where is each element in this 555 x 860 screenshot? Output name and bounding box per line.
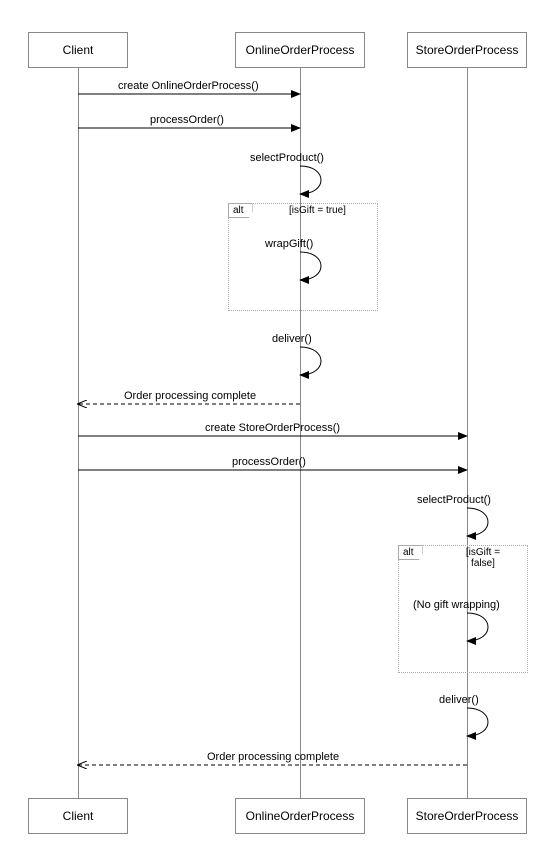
msg-select-product-1-label: selectProduct() — [250, 152, 324, 164]
participant-online-label: OnlineOrderProcess — [246, 43, 355, 57]
msg-select-product-2-label: selectProduct() — [417, 494, 491, 506]
msg-deliver-2-label: deliver() — [439, 694, 479, 706]
msg-deliver-2-arrow — [467, 708, 488, 736]
sequence-diagram: Client OnlineOrderProcess StoreOrderProc… — [0, 0, 555, 860]
alt-frame-1-guard: [isGift = true] — [289, 205, 346, 216]
msg-deliver-1-arrow — [300, 347, 321, 375]
msg-return-1-label: Order processing complete — [124, 390, 256, 402]
alt-frame-1: alt [isGift = true] — [228, 203, 378, 311]
alt-frame-2-tag: alt — [398, 545, 423, 560]
lifeline-store — [467, 68, 468, 798]
participant-online-footer: OnlineOrderProcess — [235, 798, 365, 834]
participant-store-label: StoreOrderProcess — [416, 43, 519, 57]
participant-store-label-footer: StoreOrderProcess — [416, 809, 519, 823]
lifeline-client — [78, 68, 79, 798]
participant-store-footer: StoreOrderProcess — [407, 798, 527, 834]
msg-create-online-label: create OnlineOrderProcess() — [118, 80, 259, 92]
msg-no-gift-label: (No gift wrapping) — [413, 599, 500, 611]
participant-client-label-footer: Client — [63, 809, 94, 823]
msg-return-2-label: Order processing complete — [207, 751, 339, 763]
participant-online-header: OnlineOrderProcess — [235, 32, 365, 68]
participant-store-header: StoreOrderProcess — [407, 32, 527, 68]
alt-frame-2-guard: [isGift = false][isGift =false] — [453, 547, 513, 569]
participant-online-label-footer: OnlineOrderProcess — [246, 809, 355, 823]
msg-wrap-gift-label: wrapGift() — [265, 238, 313, 250]
msg-deliver-1-label: deliver() — [272, 333, 312, 345]
participant-client-header: Client — [28, 32, 128, 68]
alt-frame-1-tag: alt — [228, 203, 253, 218]
msg-create-store-label: create StoreOrderProcess() — [205, 422, 340, 434]
msg-select-product-1-arrow — [300, 166, 321, 194]
participant-client-label: Client — [63, 43, 94, 57]
participant-client-footer: Client — [28, 798, 128, 834]
msg-process-order-2-label: processOrder() — [232, 456, 306, 468]
msg-process-order-1-label: processOrder() — [150, 114, 224, 126]
msg-select-product-2-arrow — [467, 508, 488, 536]
